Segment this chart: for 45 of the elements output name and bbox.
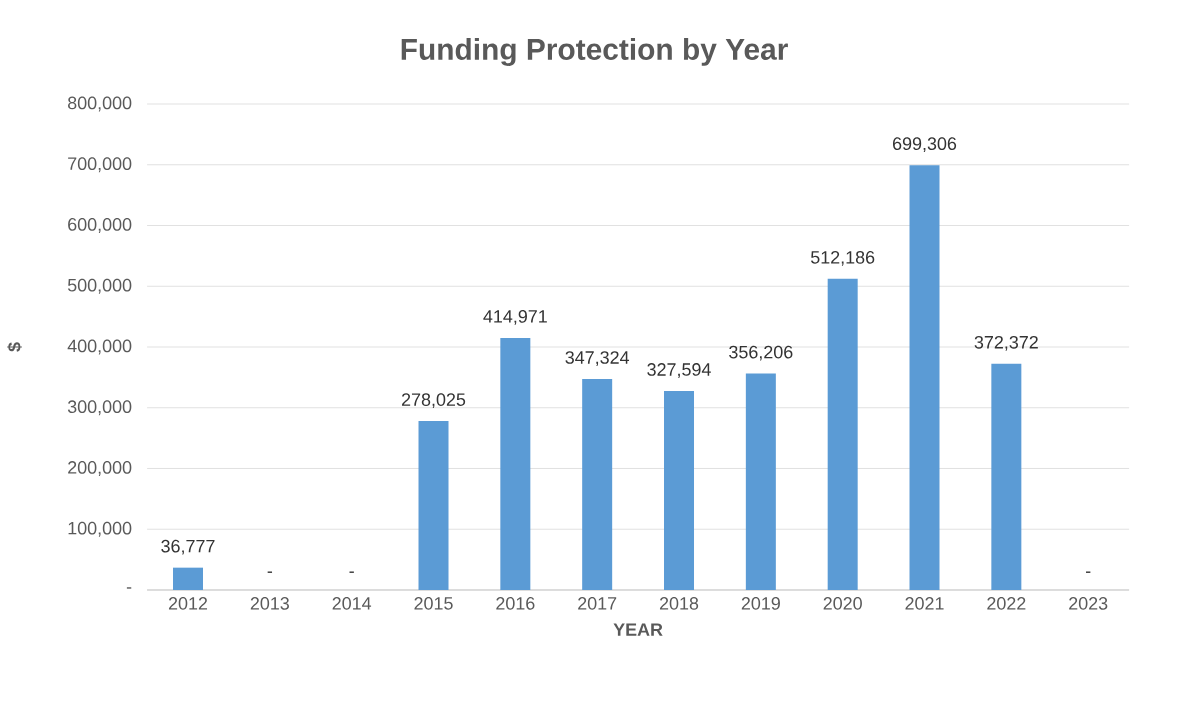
x-tick-label: 2022 [987, 597, 1026, 610]
y-tick-label: 100,000 [68, 521, 132, 537]
bar [664, 390, 695, 590]
x-tick-label: 2021 [905, 597, 944, 610]
x-tick-label: 2019 [741, 597, 780, 610]
y-tick-label: 200,000 [68, 461, 132, 476]
x-tick-label: 2020 [823, 597, 862, 610]
x-tick-label: 2012 [168, 597, 208, 610]
bar [745, 373, 776, 590]
y-tick-label: 400,000 [67, 339, 132, 355]
x-tick-label: 2015 [414, 597, 453, 610]
bar [827, 278, 858, 590]
data-label: - [267, 571, 273, 573]
x-tick-label: 2016 [496, 597, 535, 610]
x-tick-label: 2023 [1069, 597, 1108, 610]
y-tick-label: 800,000 [68, 96, 132, 112]
bar [173, 567, 203, 590]
data-label: 512,186 [810, 250, 875, 266]
x-tick-label: 2018 [659, 597, 699, 610]
y-tick-label: 700,000 [68, 157, 132, 173]
x-tick-label: 2013 [250, 597, 289, 610]
y-tick-label: - [126, 587, 132, 589]
data-label: 372,372 [974, 335, 1038, 351]
x-axis-title: YEAR [613, 623, 663, 636]
y-tick-label: 500,000 [67, 278, 132, 294]
y-tick-label: 300,000 [67, 400, 132, 416]
bar [418, 421, 449, 590]
data-label: - [349, 571, 354, 573]
data-label: - [1086, 571, 1091, 573]
bar [582, 379, 613, 590]
y-tick-label: 600,000 [68, 218, 132, 233]
bar [500, 337, 531, 590]
x-tick-label: 2014 [332, 597, 372, 610]
data-label: 414,971 [483, 310, 547, 325]
data-label: 327,594 [647, 363, 711, 378]
y-axis-title: $ [7, 342, 22, 352]
bar [991, 363, 1022, 590]
data-label: 699,306 [893, 137, 957, 153]
bar [909, 165, 940, 590]
chart-title: Funding Protection by Year [401, 38, 788, 66]
data-label: 36,777 [161, 539, 215, 555]
x-tick-label: 2017 [578, 597, 617, 610]
data-label: 278,025 [402, 393, 466, 409]
data-label: 356,206 [729, 345, 793, 361]
data-label: 347,324 [565, 351, 630, 366]
